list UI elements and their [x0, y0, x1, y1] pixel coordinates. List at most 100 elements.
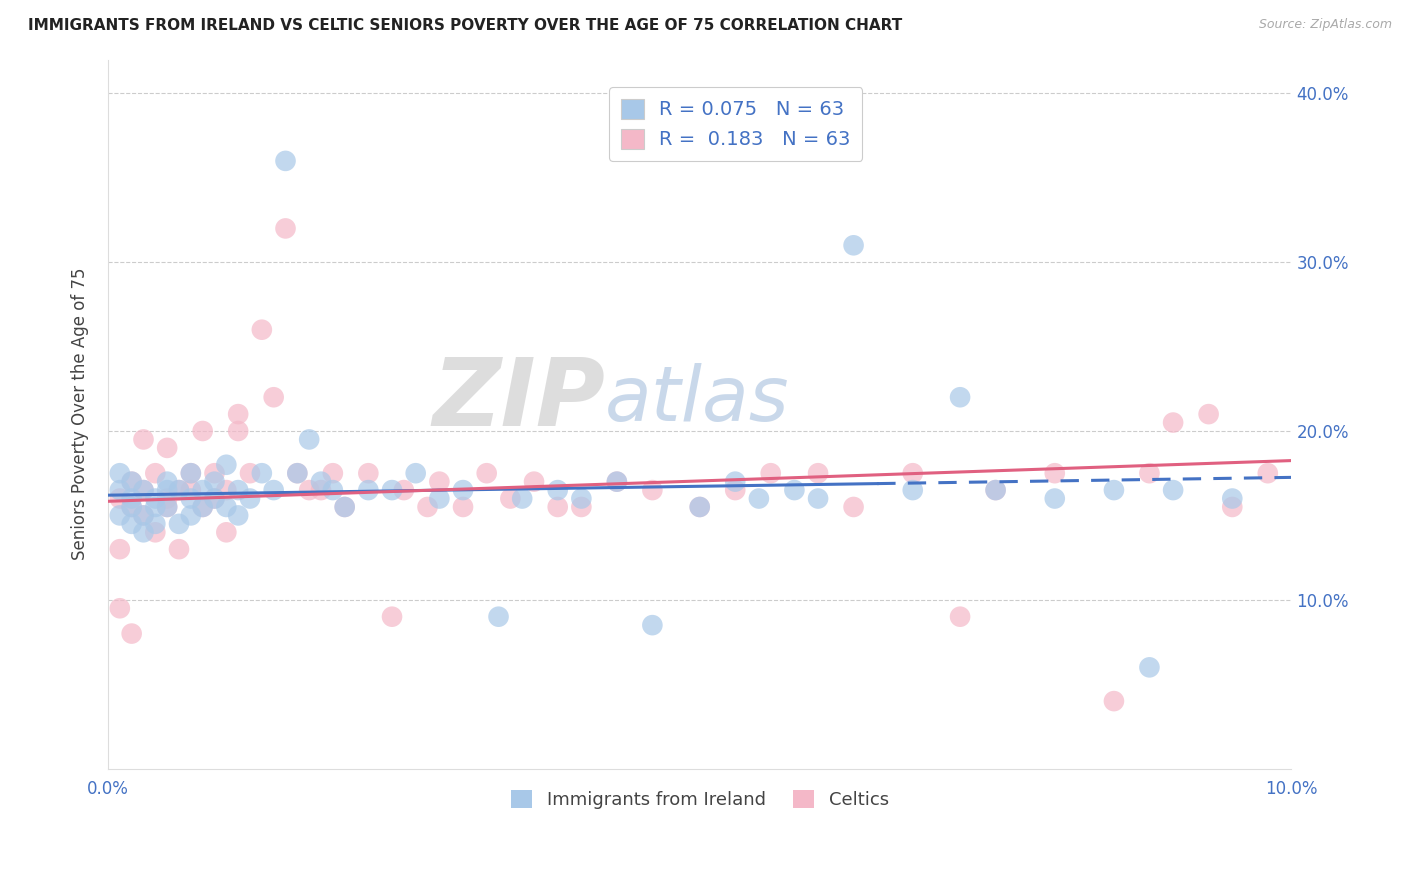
Point [1161, 416, 1184, 430]
Point [215, 483, 238, 497]
Point [215, 525, 238, 540]
Point [143, 467, 166, 481]
Point [132, 508, 155, 523]
Point [1139, 467, 1161, 481]
Point [250, 467, 273, 481]
Point [842, 238, 865, 252]
Point [949, 390, 972, 404]
Point [333, 500, 356, 514]
Point [180, 467, 202, 481]
Point [759, 467, 782, 481]
Point [239, 467, 262, 481]
Point [1220, 491, 1243, 506]
Point [451, 500, 474, 514]
Point [689, 500, 711, 514]
Point [1161, 483, 1184, 497]
Text: Source: ZipAtlas.com: Source: ZipAtlas.com [1258, 18, 1392, 31]
Point [121, 626, 143, 640]
Point [191, 500, 214, 514]
Point [204, 491, 226, 506]
Point [180, 508, 202, 523]
Point [298, 433, 321, 447]
Point [451, 483, 474, 497]
Point [357, 483, 380, 497]
Point [226, 424, 249, 438]
Point [156, 500, 179, 514]
Point [949, 609, 972, 624]
Point [807, 467, 830, 481]
Point [783, 483, 806, 497]
Point [381, 483, 404, 497]
Point [1198, 407, 1220, 421]
Point [427, 475, 450, 489]
Point [475, 467, 498, 481]
Point [132, 508, 155, 523]
Point [143, 525, 166, 540]
Point [167, 483, 190, 497]
Point [121, 500, 143, 514]
Point [1043, 467, 1066, 481]
Point [132, 433, 155, 447]
Point [121, 491, 143, 506]
Point [427, 491, 450, 506]
Point [132, 483, 155, 497]
Point [333, 500, 356, 514]
Point [322, 483, 344, 497]
Point [250, 323, 273, 337]
Point [167, 483, 190, 497]
Point [1257, 467, 1279, 481]
Point [156, 491, 179, 506]
Point [285, 467, 308, 481]
Point [405, 467, 427, 481]
Point [357, 467, 380, 481]
Point [108, 491, 131, 506]
Point [510, 491, 533, 506]
Point [569, 491, 592, 506]
Point [204, 475, 226, 489]
Point [322, 467, 344, 481]
Point [132, 525, 155, 540]
Point [143, 516, 166, 531]
Point [226, 407, 249, 421]
Point [1102, 694, 1125, 708]
Point [416, 500, 439, 514]
Point [641, 483, 664, 497]
Point [547, 500, 569, 514]
Point [807, 491, 830, 506]
Point [108, 483, 131, 497]
Point [274, 153, 297, 168]
Point [1139, 660, 1161, 674]
Point [191, 483, 214, 497]
Point [180, 467, 202, 481]
Point [204, 491, 226, 506]
Point [204, 467, 226, 481]
Point [121, 475, 143, 489]
Point [606, 475, 628, 489]
Point [748, 491, 770, 506]
Point [156, 475, 179, 489]
Y-axis label: Seniors Poverty Over the Age of 75: Seniors Poverty Over the Age of 75 [72, 268, 89, 560]
Text: atlas: atlas [605, 363, 790, 437]
Point [121, 516, 143, 531]
Point [191, 424, 214, 438]
Point [156, 500, 179, 514]
Point [1220, 500, 1243, 514]
Point [108, 508, 131, 523]
Point [309, 475, 332, 489]
Point [842, 500, 865, 514]
Point [1043, 491, 1066, 506]
Point [901, 467, 924, 481]
Text: IMMIGRANTS FROM IRELAND VS CELTIC SENIORS POVERTY OVER THE AGE OF 75 CORRELATION: IMMIGRANTS FROM IRELAND VS CELTIC SENIOR… [28, 18, 903, 33]
Point [108, 542, 131, 557]
Point [392, 483, 415, 497]
Point [984, 483, 1007, 497]
Point [191, 500, 214, 514]
Point [499, 491, 522, 506]
Point [901, 483, 924, 497]
Text: ZIP: ZIP [432, 354, 605, 446]
Point [226, 483, 249, 497]
Point [226, 508, 249, 523]
Point [263, 390, 285, 404]
Point [569, 500, 592, 514]
Point [215, 458, 238, 472]
